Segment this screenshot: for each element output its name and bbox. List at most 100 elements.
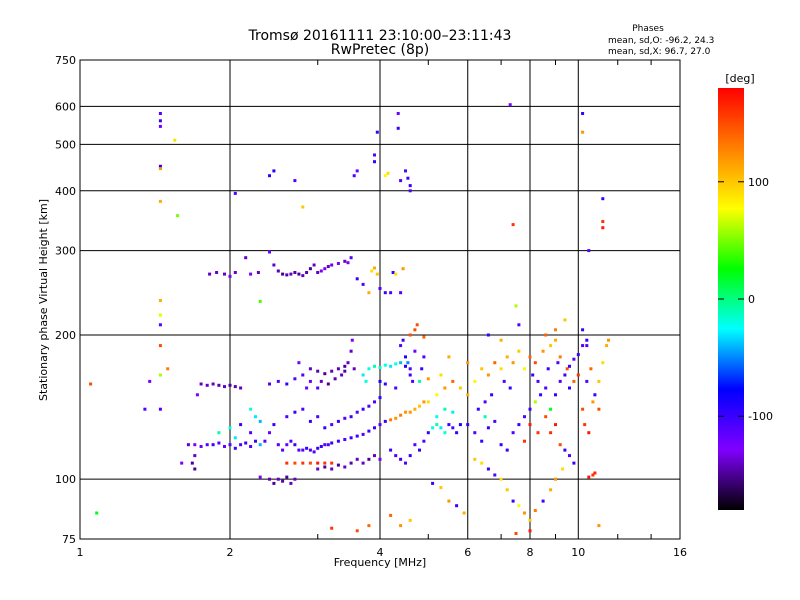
data-point (426, 377, 430, 381)
data-point (373, 454, 376, 458)
data-point (399, 413, 403, 417)
data-point (601, 220, 605, 223)
data-point (158, 112, 162, 115)
data-point (593, 471, 597, 475)
data-point (544, 333, 548, 337)
data-point (517, 504, 521, 508)
data-point (297, 272, 301, 276)
data-point (422, 355, 426, 359)
data-point (505, 448, 509, 452)
data-point (268, 250, 271, 254)
data-point (293, 461, 297, 465)
data-point (276, 443, 280, 447)
data-point (486, 467, 490, 471)
data-point (205, 383, 209, 387)
data-point (558, 379, 562, 383)
data-point (285, 461, 289, 465)
data-point (343, 369, 347, 373)
data-point (587, 249, 591, 253)
data-point (285, 443, 289, 447)
data-point (301, 448, 305, 452)
data-point (340, 373, 344, 377)
data-point (483, 415, 487, 419)
x-tick-label: 16 (673, 546, 687, 559)
data-point (301, 373, 305, 377)
data-point (308, 267, 312, 271)
data-points (89, 103, 610, 535)
data-point (439, 426, 443, 430)
data-point (217, 431, 221, 435)
data-point (563, 448, 567, 452)
data-point (435, 423, 439, 427)
data-point (466, 393, 470, 397)
data-point (289, 272, 293, 276)
data-point (208, 272, 212, 276)
data-point (413, 349, 417, 353)
data-point (408, 189, 412, 193)
data-point (585, 379, 589, 383)
data-point (480, 461, 484, 465)
data-point (249, 407, 253, 411)
data-point (285, 273, 289, 277)
data-point (558, 443, 562, 447)
data-point (305, 271, 309, 274)
data-point (486, 426, 490, 430)
data-point (263, 439, 267, 443)
data-point (305, 386, 309, 390)
data-point (319, 269, 323, 273)
y-axis-label: Stationary phase Virtual Height [km] (37, 199, 50, 401)
data-point (355, 529, 359, 533)
data-point (258, 419, 262, 423)
y-tick-label: 400 (55, 185, 76, 198)
data-point (533, 509, 537, 512)
data-point (239, 386, 243, 390)
data-point (176, 214, 180, 218)
data-point (576, 373, 580, 377)
data-point (355, 169, 359, 173)
data-point (511, 361, 515, 365)
data-point (544, 415, 548, 419)
data-point (316, 271, 320, 274)
data-point (281, 448, 285, 452)
data-point (289, 481, 293, 485)
x-axis-ticks: 1 2 4 6 8 10 16 (77, 60, 687, 559)
data-point (466, 361, 470, 365)
data-point (326, 382, 330, 386)
data-point (394, 454, 398, 458)
data-point (228, 383, 232, 387)
data-point (323, 267, 327, 271)
y-tick-label: 75 (62, 533, 76, 546)
phases-x-stats: mean, sd,X: 96.7, 27.0 (608, 47, 711, 57)
data-point (480, 439, 484, 443)
data-point (601, 226, 605, 230)
data-point (399, 291, 403, 295)
data-point (281, 479, 285, 483)
data-point (549, 488, 553, 492)
data-point (378, 396, 382, 400)
data-point (528, 407, 532, 411)
data-point (554, 338, 557, 342)
data-point (316, 415, 320, 419)
data-point (420, 367, 424, 371)
data-point (285, 415, 289, 419)
data-point (455, 504, 459, 508)
data-point (435, 393, 439, 397)
data-point (316, 467, 320, 471)
data-point (544, 386, 548, 390)
data-point (386, 171, 390, 175)
data-point (323, 372, 327, 376)
data-point (408, 367, 412, 371)
data-point (549, 431, 553, 435)
data-point (554, 477, 557, 481)
data-point (158, 167, 162, 171)
data-point (301, 274, 305, 278)
data-point (316, 369, 320, 373)
data-point (597, 379, 601, 383)
data-point (336, 262, 340, 265)
data-point (404, 410, 407, 414)
data-point (415, 323, 419, 327)
data-point (422, 439, 426, 443)
data-point (272, 481, 276, 485)
data-point (581, 328, 585, 332)
data-point (576, 353, 580, 357)
